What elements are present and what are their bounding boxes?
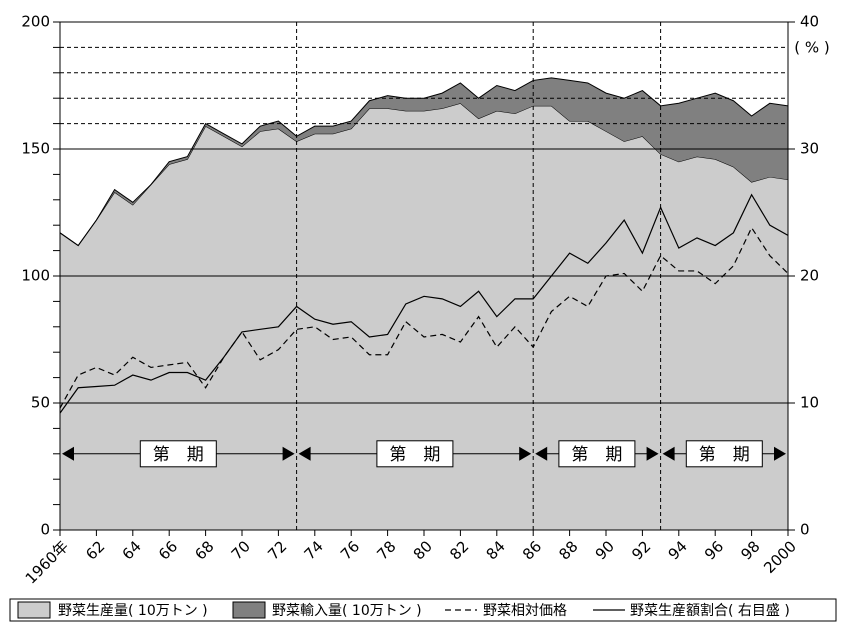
legend-swatch — [232, 601, 266, 619]
x-tick-label: 98 — [737, 537, 763, 563]
legend-label: 野菜輸入量( 10万トン ) — [272, 603, 422, 619]
y-tick-label: 100 — [21, 267, 50, 285]
y-tick-label: 150 — [21, 140, 50, 158]
line — [59, 226, 789, 409]
legend-box — [9, 598, 837, 622]
y-tick-label: 0 — [40, 521, 50, 539]
legend-swatch — [17, 601, 51, 619]
x-tick-label: 88 — [555, 537, 581, 563]
y2-axis-label: ( % ) — [794, 39, 830, 57]
arrow-head — [535, 446, 548, 461]
area — [60, 77, 788, 246]
x-tick-label: 62 — [82, 537, 108, 563]
x-tick-label: 84 — [483, 537, 509, 563]
x-tick-label: 78 — [373, 537, 399, 563]
y2-tick-label: 0 — [800, 521, 810, 539]
legend-label: 野菜生産量( 10万トン ) — [58, 603, 208, 619]
arrow-head — [298, 446, 311, 461]
y2-tick-label: 30 — [800, 140, 819, 158]
legend-label: 野菜相対価格 — [483, 603, 567, 619]
x-tick-label: 92 — [628, 537, 654, 563]
arrow-head — [282, 446, 295, 461]
period-box — [685, 440, 763, 468]
period-label: 第 期 — [699, 445, 750, 465]
period-box — [558, 440, 636, 468]
period-label: 第 期 — [571, 445, 622, 465]
x-tick-label: 74 — [301, 537, 327, 563]
period-label: 第 期 — [389, 445, 440, 465]
y2-tick-label: 40 — [800, 13, 819, 31]
x-tick-label: 72 — [264, 537, 290, 563]
x-tick-label: 68 — [191, 537, 217, 563]
x-tick-label: 2000 — [760, 537, 800, 577]
y-tick-label: 50 — [31, 394, 50, 412]
y-tick-label: 200 — [21, 13, 50, 31]
x-tick-label: 94 — [665, 537, 691, 563]
period-box — [376, 440, 454, 468]
x-tick-label: 64 — [119, 537, 145, 563]
arrow-head — [62, 446, 74, 461]
x-tick-label: 86 — [519, 537, 545, 563]
line — [59, 193, 789, 414]
x-tick-label: 66 — [155, 537, 181, 563]
area — [60, 103, 788, 530]
x-tick-label: 96 — [701, 537, 727, 563]
arrow-head — [662, 446, 675, 461]
period-box — [139, 440, 217, 468]
x-tick-label: 82 — [446, 537, 472, 563]
x-tick-label: 70 — [228, 537, 254, 563]
period-label: 第 期 — [153, 445, 204, 465]
arrow-head — [774, 446, 786, 461]
y2-tick-label: 10 — [800, 394, 819, 412]
x-tick-label: 1960年 — [22, 537, 72, 587]
x-tick-label: 90 — [592, 537, 618, 563]
x-tick-label: 76 — [337, 537, 363, 563]
y2-tick-label: 20 — [800, 267, 819, 285]
arrow-head — [519, 446, 532, 461]
arrow-head — [646, 446, 659, 461]
legend-label: 野菜生産額割合( 右目盛 ) — [630, 602, 790, 619]
x-tick-label: 80 — [410, 537, 436, 563]
